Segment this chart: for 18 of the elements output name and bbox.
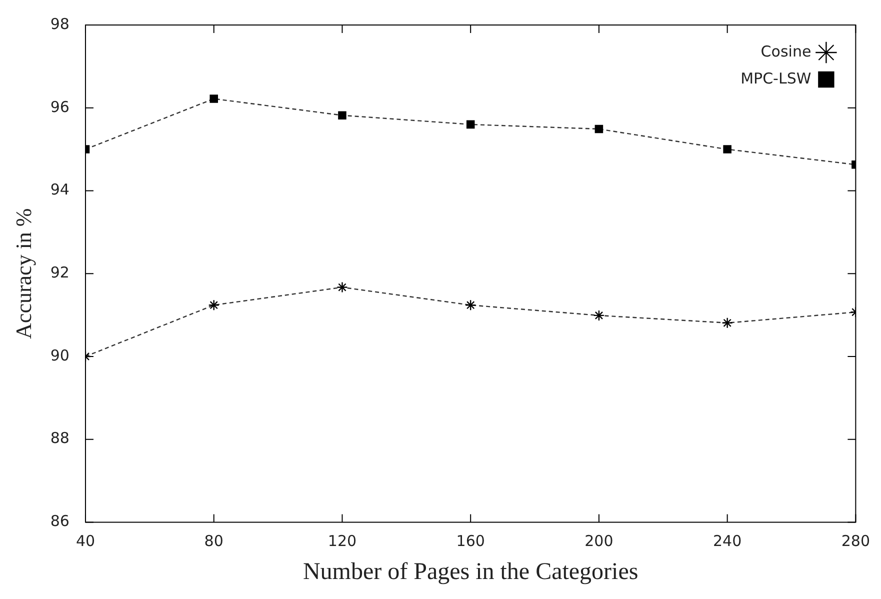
y-tick-label: 90	[50, 346, 70, 364]
y-tick-label: 94	[50, 180, 70, 199]
x-tick-label: 240	[713, 532, 742, 550]
x-tick-label: 200	[584, 532, 614, 550]
legend-label: MPC-LSW	[740, 69, 812, 88]
y-axis-title: Accuracy in %	[10, 208, 36, 339]
y-tick-label: 92	[50, 263, 70, 282]
x-tick-label: 280	[841, 532, 870, 550]
y-tick-label: 88	[50, 429, 70, 448]
x-axis-title: Number of Pages in the Categories	[302, 558, 638, 585]
x-tick-label: 80	[204, 532, 224, 550]
x-tick-label: 120	[328, 532, 357, 550]
x-tick-label: 40	[76, 532, 96, 550]
legend-label: Cosine	[760, 42, 812, 60]
x-tick-label: 160	[456, 532, 485, 550]
y-tick-label: 96	[50, 98, 70, 116]
y-tick-label: 86	[50, 512, 70, 530]
y-tick-label: 98	[50, 14, 70, 33]
